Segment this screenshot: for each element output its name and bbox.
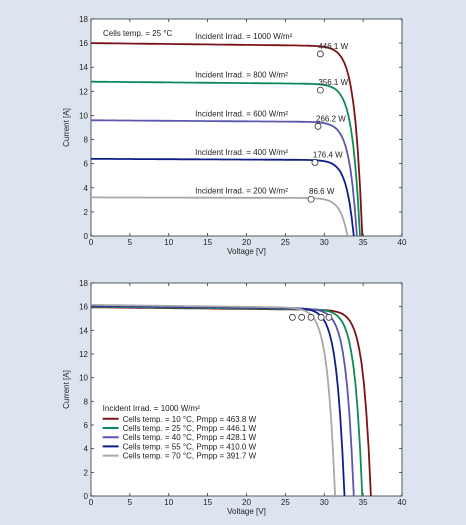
x-tick-label: 35 [359,498,368,507]
x-tick-label: 30 [320,498,329,507]
mpp-point [311,159,319,166]
plot-area [90,282,403,497]
y-tick-label: 10 [79,111,88,120]
legend-entry: Cells temp. = 40 °C, Pmpp = 428.1 W [123,433,257,442]
x-tick-label: 0 [89,498,94,507]
y-tick-label: 12 [79,350,88,359]
legend-entry: Cells temp. = 25 °C, Pmpp = 446.1 W [123,424,257,433]
y-tick-label: 8 [84,397,89,406]
x-tick-label: 5 [128,238,133,247]
y-tick-label: 4 [84,445,89,454]
legend-title: Incident Irrad. = 1000 W/m² [103,404,200,413]
x-axis-label: Voltage [V] [227,247,266,256]
mpp-point [288,313,296,321]
series-line [91,80,361,237]
legend-entry: Cells temp. = 70 °C, Pmpp = 391.7 W [123,452,257,461]
mpp-point [307,313,315,321]
y-axis-label: Current [A] [62,108,71,147]
x-tick-label: 20 [242,238,251,247]
series-label: Incident Irrad. = 400 W/m² [195,148,288,157]
mpp-point [316,86,324,94]
x-tick-label: 10 [164,238,173,247]
mpp-point [325,313,333,321]
series-label: Incident Irrad. = 1000 W/m² [195,32,292,41]
y-tick-label: 2 [84,468,89,477]
x-tick-label: 20 [242,498,251,507]
y-tick-label: 14 [79,63,88,72]
header-note: Cells temp. = 25 °C [103,29,172,38]
y-tick-label: 10 [79,374,88,383]
series-label: Incident Irrad. = 600 W/m² [195,109,288,118]
x-tick-label: 0 [89,238,94,247]
y-tick-label: 16 [79,39,88,48]
y-tick-label: 18 [79,15,88,24]
x-axis-label: Voltage [V] [227,507,266,516]
y-axis-label: Current [A] [62,370,71,409]
mpp-label: 86.6 W [309,187,335,196]
y-tick-label: 16 [79,303,88,312]
x-tick-label: 5 [128,498,133,507]
series-line [90,157,355,237]
y-tick-label: 2 [84,208,89,217]
legend-entry: Cells temp. = 55 °C, Pmpp = 410.0 W [123,442,257,451]
mpp-point [316,50,324,58]
series-label: Incident Irrad. = 800 W/m² [195,71,288,80]
x-tick-label: 25 [281,238,290,247]
y-tick-label: 0 [84,492,89,501]
x-tick-label: 10 [164,498,173,507]
x-tick-label: 35 [359,238,368,247]
y-tick-label: 18 [79,279,88,288]
y-tick-label: 14 [79,326,88,335]
x-tick-label: 30 [320,238,329,247]
x-tick-label: 15 [203,238,212,247]
series-line [91,42,364,237]
y-tick-label: 8 [84,136,89,145]
y-tick-label: 12 [79,87,88,96]
y-tick-label: 4 [84,184,89,193]
mpp-point [298,313,306,321]
mpp-label: 176.4 W [313,150,343,159]
chart-1: 0 5 10 15 20 25 30 35 40 0 2 4 6 8 10 12 14 16 18 Voltage [… [62,15,407,256]
series-line [91,119,358,237]
chart-2: 0 5 10 15 20 25 30 35 40 0 2 4 6 8 10 12 14 16 18 Voltage [… [62,279,407,516]
series-line [91,196,349,237]
y-tick-label: 0 [84,232,89,241]
mpp-point [307,195,315,203]
x-tick-label: 40 [398,238,407,247]
x-tick-label: 40 [398,498,407,507]
y-tick-label: 6 [84,160,89,169]
mpp-point [317,313,325,321]
mpp-label: 266.2 W [316,114,346,123]
y-tick-label: 6 [84,421,89,430]
mpp-point [314,122,322,130]
mpp-label: 356.1 W [318,78,348,87]
x-tick-label: 25 [281,498,290,507]
mpp-label: 446.1 W [318,42,348,51]
series-label: Incident Irrad. = 200 W/m² [195,186,288,195]
legend-entry: Cells temp. = 10 °C, Pmpp = 463.8 W [123,415,257,424]
x-tick-label: 15 [203,498,212,507]
series-line [91,304,336,497]
